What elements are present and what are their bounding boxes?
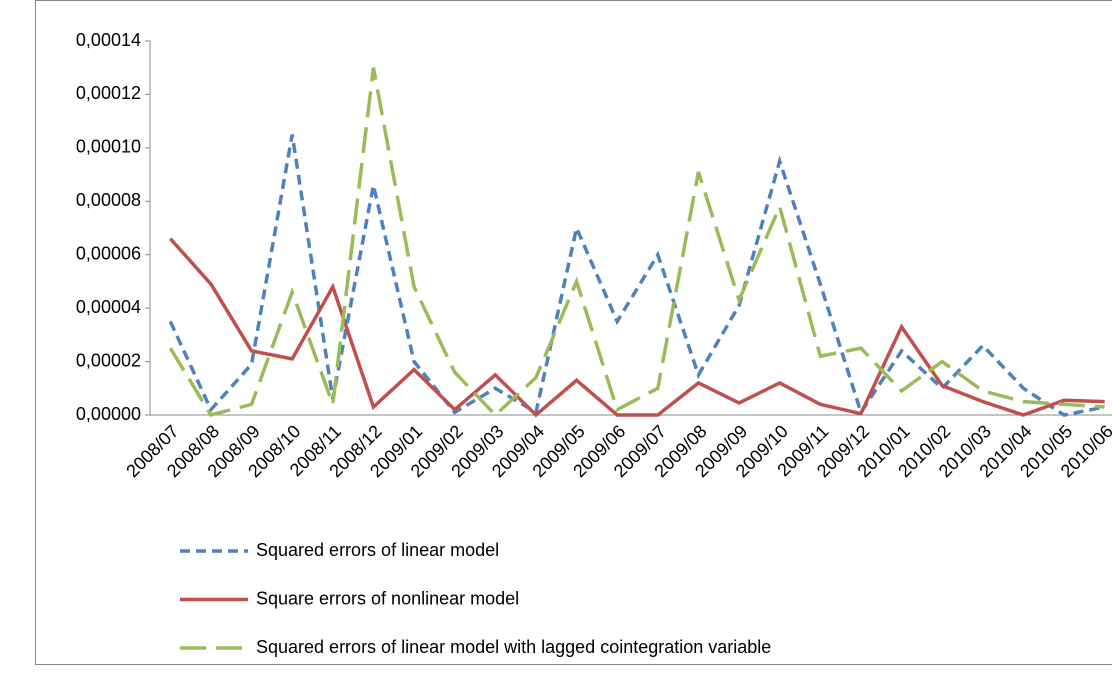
y-tick-label: 0,00008	[76, 190, 141, 210]
chart-border	[35, 0, 1112, 665]
legend-label: Square errors of nonlinear model	[256, 588, 519, 608]
y-tick-label: 0,00006	[76, 243, 141, 263]
legend-label: Squared errors of linear model	[256, 540, 499, 560]
y-tick-label: 0,00004	[76, 297, 141, 317]
y-tick-label: 0,00010	[76, 137, 141, 157]
series-line	[169, 237, 1105, 418]
y-tick-label: 0,00000	[76, 404, 141, 424]
legend-label: Squared errors of linear model with lagg…	[256, 637, 771, 657]
y-tick-label: 0,00014	[76, 30, 141, 50]
series-line	[168, 134, 1106, 417]
series-line	[168, 67, 1105, 418]
y-tick-label: 0,00002	[76, 350, 141, 370]
y-tick-label: 0,00012	[76, 83, 141, 103]
